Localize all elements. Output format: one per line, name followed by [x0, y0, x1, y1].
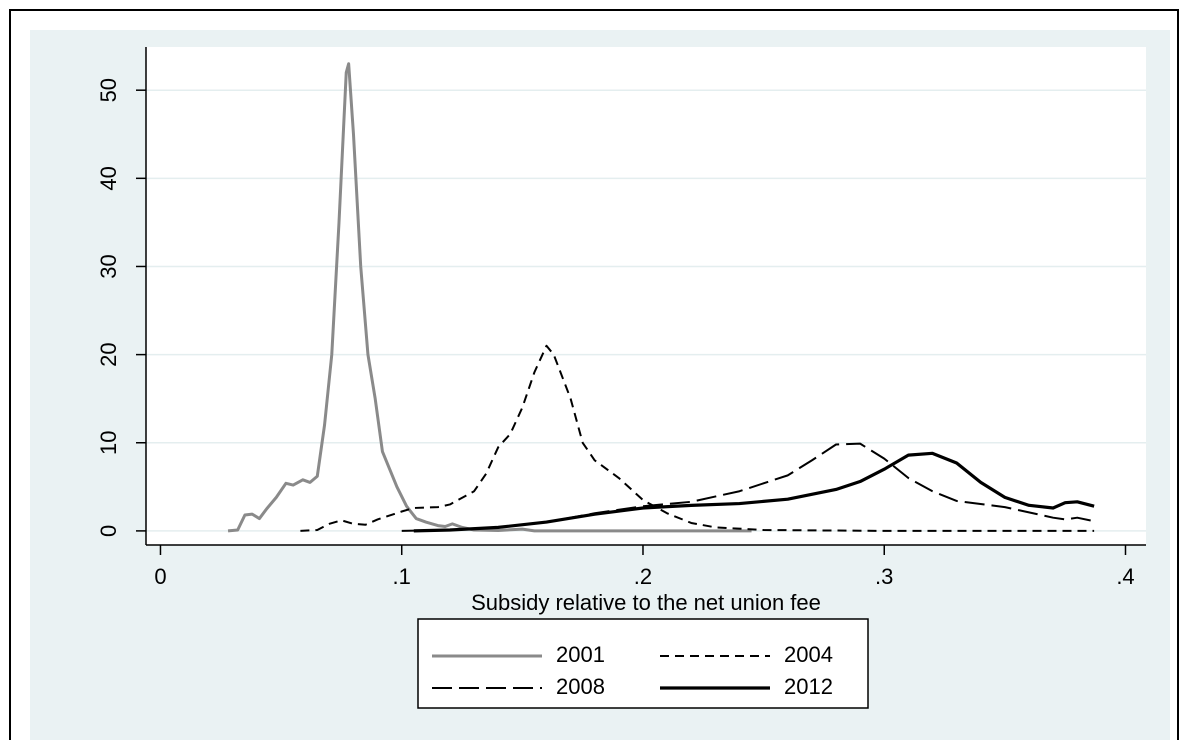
series-line [413, 451, 1095, 533]
x-tick-label: .4 [1116, 564, 1134, 589]
legend-label: 2012 [784, 674, 833, 699]
series-line [401, 442, 1095, 532]
outer-frame [9, 9, 1179, 740]
series-line [227, 62, 752, 533]
x-tick-label: 0 [154, 564, 166, 589]
x-tick-label: .3 [875, 564, 893, 589]
y-tick-label: 50 [96, 78, 121, 102]
y-tick-label: 20 [96, 342, 121, 366]
legend-label: 2001 [556, 642, 605, 667]
legend-label: 2008 [556, 674, 605, 699]
series-line [300, 344, 1095, 532]
y-tick-label: 10 [96, 431, 121, 455]
x-axis-title: Subsidy relative to the net union fee [471, 590, 821, 615]
x-tick-label: .2 [634, 564, 652, 589]
legend [417, 618, 869, 709]
legend-label: 2004 [784, 642, 833, 667]
y-tick-label: 0 [96, 525, 121, 537]
y-tick-label: 40 [96, 166, 121, 190]
plot-area [146, 47, 1146, 545]
y-tick-label: 30 [96, 254, 121, 278]
x-tick-label: .1 [393, 564, 411, 589]
